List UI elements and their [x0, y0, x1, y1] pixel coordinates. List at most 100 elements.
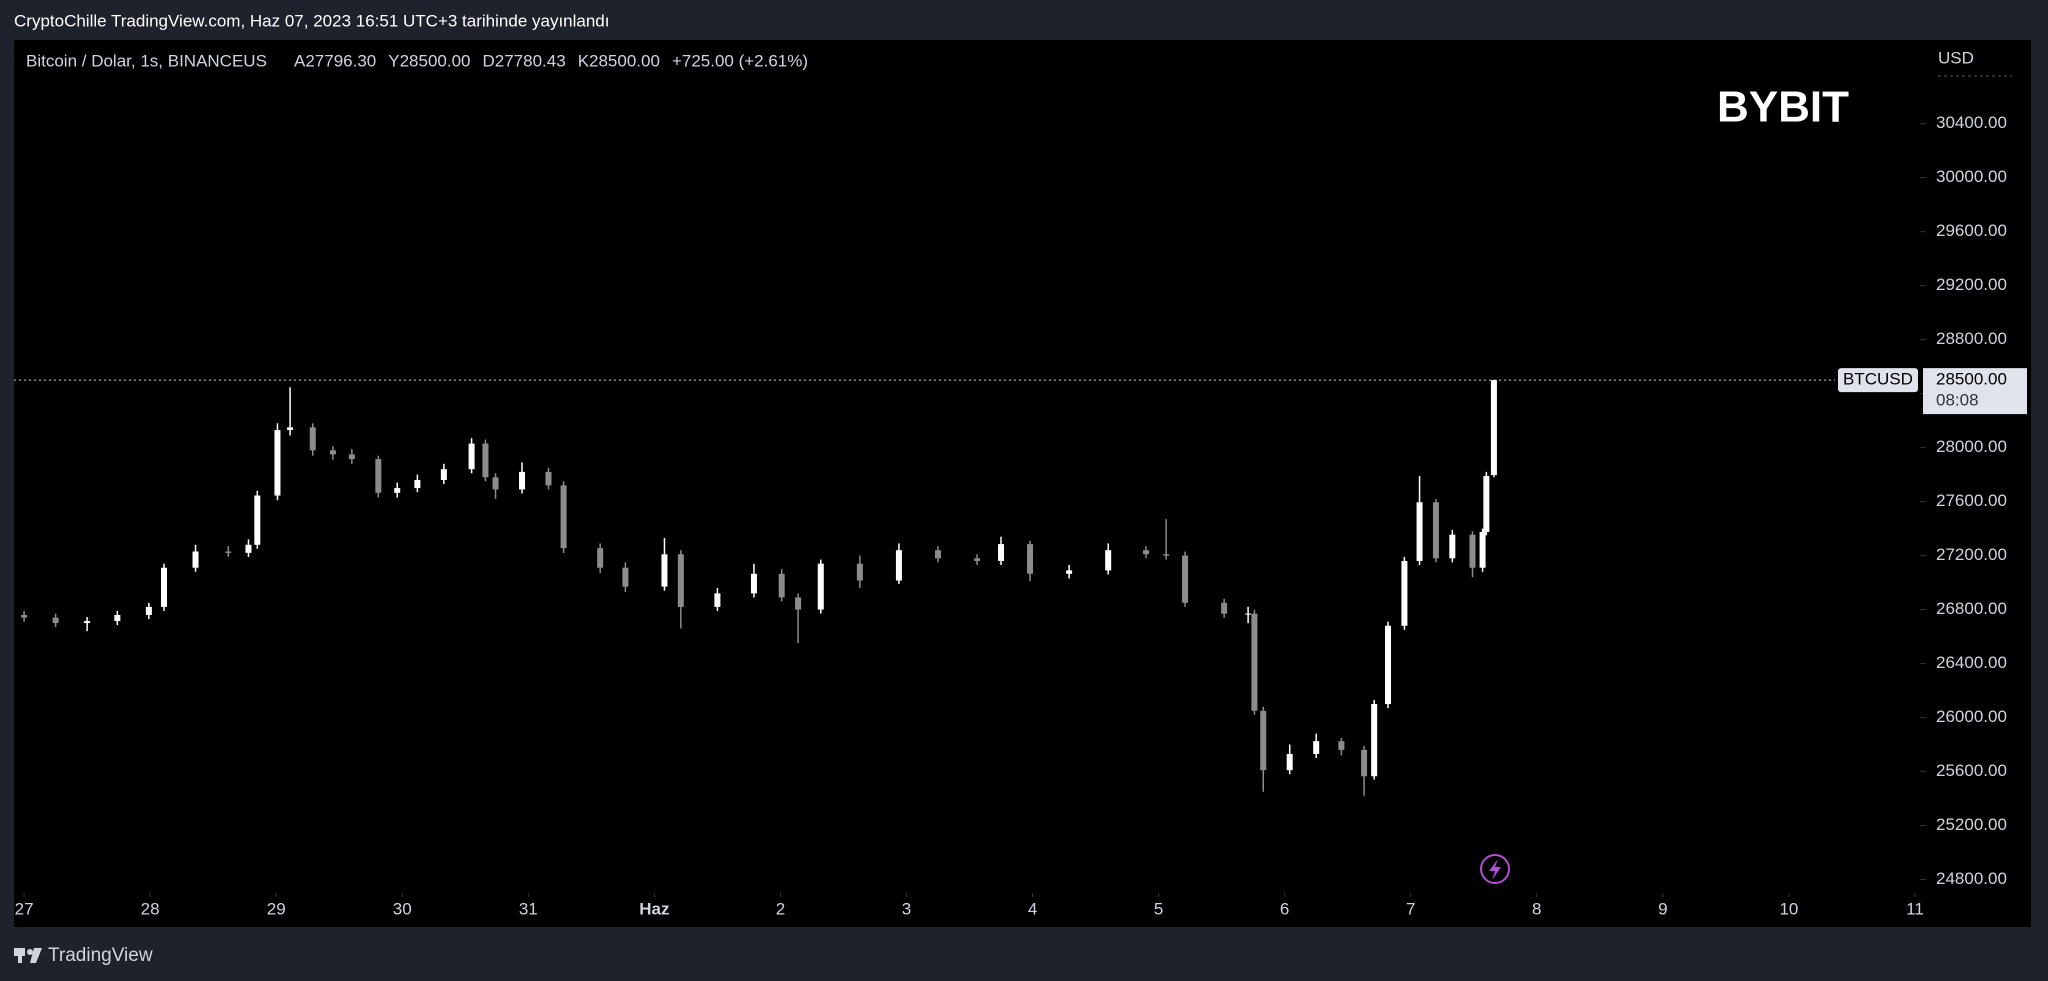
logo-part — [18, 948, 22, 963]
y-tick-label: 28800.00 — [1936, 329, 2007, 348]
y-tick-label: 29200.00 — [1936, 275, 2007, 294]
candle-body — [161, 567, 168, 607]
candle-body — [795, 597, 802, 610]
candle-body — [309, 427, 316, 451]
y-tick-label: 25600.00 — [1936, 761, 2007, 780]
event-icon-bolt — [1489, 859, 1501, 880]
y-tick-label: 26800.00 — [1936, 599, 2007, 618]
candle-body — [1361, 749, 1368, 777]
x-tick-label: 8 — [1532, 899, 1541, 918]
currency: USD — [1938, 48, 1974, 67]
candle-body — [597, 548, 604, 568]
x-tick-label: 9 — [1658, 899, 1667, 918]
y-tick-label: 26400.00 — [1936, 653, 2007, 672]
candle-body — [225, 551, 232, 553]
watermark: BYBIT — [1717, 83, 1849, 132]
event-icon[interactable] — [1480, 854, 1510, 884]
candle-body — [1385, 625, 1392, 705]
candle-body — [895, 550, 902, 581]
candle-body — [468, 443, 475, 470]
ohlc-value: K28500.00 — [578, 51, 660, 70]
x-tick-label: 28 — [141, 899, 160, 918]
candle-body — [1469, 534, 1476, 568]
candle-body — [348, 454, 355, 460]
x-tick-label: 6 — [1280, 899, 1289, 918]
candle-body — [1027, 544, 1034, 574]
candle-body — [817, 563, 824, 610]
candle-body — [1479, 531, 1486, 568]
candle-body — [1221, 602, 1228, 614]
candle-body — [1313, 741, 1320, 754]
candle-body — [622, 567, 629, 587]
y-tick-label: 25200.00 — [1936, 815, 2007, 834]
candle-body — [677, 554, 684, 607]
x-tick-label: 3 — [902, 899, 911, 918]
x-tick-label: 11 — [1906, 899, 1924, 918]
candle-body — [1105, 550, 1112, 571]
candle-body — [1163, 554, 1170, 556]
y-tick-label: 26000.00 — [1936, 707, 2007, 726]
candle-body — [1432, 502, 1439, 559]
x-tick-label: 30 — [393, 899, 412, 918]
candle-body — [492, 477, 499, 490]
y-tick-label: 30400.00 — [1936, 113, 2007, 132]
ohlc-value: A27796.30 — [294, 51, 376, 70]
candle-body — [1449, 534, 1456, 559]
x-tick-label: 5 — [1154, 899, 1163, 918]
candle-body — [1251, 613, 1258, 711]
x-tick-label: 7 — [1406, 899, 1415, 918]
candle-body — [778, 573, 785, 598]
header: CryptoChille TradingView.com, Haz 07, 20… — [14, 11, 610, 30]
candle-body — [145, 606, 152, 615]
price-label-box — [1923, 368, 2027, 415]
candle-body — [519, 471, 526, 490]
candle-body — [1490, 380, 1497, 476]
x-tick-label: 10 — [1779, 899, 1798, 918]
symbol-label-box — [1838, 368, 1918, 393]
chart-pane — [14, 40, 2031, 927]
ohlc-value: D27780.43 — [483, 51, 566, 70]
candle-body — [274, 430, 281, 496]
x-tick-label: 2 — [776, 899, 785, 918]
candle-body — [245, 544, 252, 553]
countdown: 08:08 — [1936, 391, 1979, 410]
x-tick-label: 29 — [267, 899, 286, 918]
candle-body — [440, 469, 447, 480]
candle-body — [287, 427, 294, 431]
candle-body — [482, 443, 489, 478]
candle-body — [1286, 753, 1293, 771]
candle-body — [560, 485, 567, 549]
candle-body — [1483, 475, 1490, 532]
candle-body — [254, 495, 261, 545]
candle-body — [1416, 502, 1423, 561]
x-tick-label: Haz — [639, 899, 669, 918]
footer-logo — [14, 948, 42, 963]
candle-body — [974, 558, 981, 561]
logo-part — [27, 949, 33, 955]
candle-body — [1371, 704, 1378, 777]
candle-body — [1245, 613, 1252, 615]
y-tick-label: 24800.00 — [1936, 869, 2007, 888]
y-tick-label: 29600.00 — [1936, 221, 2007, 240]
candle-body — [1182, 555, 1189, 603]
candle-body — [114, 614, 121, 622]
candle-body — [414, 479, 421, 489]
candle-body — [21, 614, 28, 618]
logo-part — [30, 948, 42, 963]
x-tick-label: 27 — [15, 899, 34, 918]
ohlc-value: +725.00 (+2.61%) — [672, 51, 808, 70]
y-tick-label: 30000.00 — [1936, 167, 2007, 186]
candle-body — [1260, 710, 1267, 771]
candle-body — [545, 471, 552, 486]
y-tick-label: 27200.00 — [1936, 545, 2007, 564]
symbol: Bitcoin / Dolar, 1s, BINANCEUS — [26, 51, 267, 70]
y-tick-label: 28000.00 — [1936, 437, 2007, 456]
candle-body — [750, 573, 757, 594]
candle-body — [1338, 741, 1345, 750]
price-label: 28500.00 — [1936, 370, 2007, 389]
y-tick-label: 27600.00 — [1936, 491, 2007, 510]
x-tick-label: 4 — [1028, 899, 1037, 918]
candle-body — [661, 554, 668, 587]
footer-brand: TradingView — [48, 945, 153, 966]
